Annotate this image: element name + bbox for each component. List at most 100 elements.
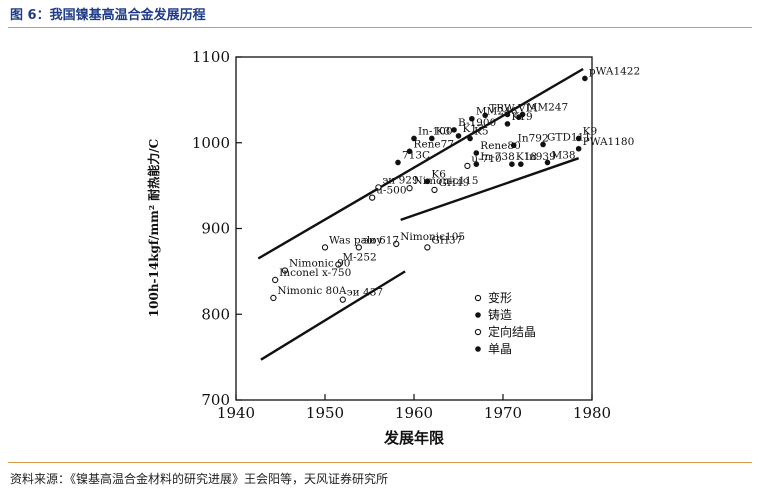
data-point xyxy=(270,294,277,302)
point-label: K17 xyxy=(463,123,484,135)
point-label: M38 xyxy=(552,149,576,161)
legend-marker xyxy=(474,294,482,302)
figure-title: 图 6：我国镍基高温合金发展历程 xyxy=(10,8,206,23)
data-point xyxy=(516,114,522,120)
y-tick-label: 900 xyxy=(201,220,230,238)
data-point xyxy=(406,185,413,192)
y-tick-label: 1100 xyxy=(192,48,230,66)
point-label: In792 xyxy=(518,132,549,144)
point-label: Inconel x-750 xyxy=(279,267,351,279)
data-point xyxy=(272,276,279,284)
data-point xyxy=(431,186,438,194)
data-point xyxy=(339,296,346,303)
point-label: Nimonic 80A xyxy=(277,285,347,297)
point-label: Nimonic115 xyxy=(414,175,479,187)
data-point xyxy=(473,150,480,156)
trend-line xyxy=(257,67,584,260)
data-point xyxy=(504,111,511,118)
y-axis-label: 100h-14kgf/mm² 耐热能力/C xyxy=(146,139,161,317)
point-label: эи 437 xyxy=(347,287,383,299)
legend-label: 变形 xyxy=(488,290,512,305)
point-label: GH49 xyxy=(438,177,469,189)
point-label: K5 xyxy=(474,125,489,137)
data-point xyxy=(510,142,517,149)
point-label: B-1900 xyxy=(458,117,496,129)
data-point xyxy=(544,159,551,166)
data-point xyxy=(321,244,329,251)
data-point xyxy=(451,127,457,133)
top-divider xyxy=(8,27,752,28)
data-point xyxy=(518,161,524,167)
x-axis-label: 发展年限 xyxy=(383,429,444,447)
point-label: Rene80 xyxy=(480,140,520,152)
data-point xyxy=(464,162,471,170)
data-point xyxy=(424,178,431,185)
point-label: GH37 xyxy=(431,234,462,246)
trend-lines-layer xyxy=(257,67,584,361)
data-point xyxy=(582,75,588,82)
data-point xyxy=(281,267,289,274)
data-point xyxy=(369,194,376,201)
point-label: K19 xyxy=(511,111,532,123)
data-point xyxy=(335,261,342,268)
y-tick-label: 1000 xyxy=(192,134,230,152)
point-label: In-100 xyxy=(418,125,453,137)
y-tick-label: 700 xyxy=(201,391,230,409)
point-label: Rene77 xyxy=(414,138,454,150)
x-tick-label: 1940 xyxy=(217,404,255,422)
x-tick-label: 1950 xyxy=(306,404,344,422)
legend-label: 单晶 xyxy=(488,342,512,356)
data-point xyxy=(504,121,511,127)
x-tick-label: 1980 xyxy=(573,404,611,422)
axes-layer: 1940 1950 1960 1970 1980 700 800 900 1000 1100 xyxy=(192,48,611,422)
data-point xyxy=(395,159,401,166)
data-point xyxy=(509,161,515,167)
data-point xyxy=(424,244,431,251)
point-label: Was paloy xyxy=(329,234,383,246)
point-label: K6 xyxy=(431,168,446,180)
point-label: K9 xyxy=(583,125,598,137)
legend-label: 定向结晶 xyxy=(488,324,536,339)
legend-marker xyxy=(475,312,481,318)
point-label: pWA1422 xyxy=(589,65,640,77)
point-label: M-252 xyxy=(342,252,376,264)
point-label: TRW VIA xyxy=(489,102,538,114)
data-point xyxy=(482,112,489,119)
point-label: Nimonic105 xyxy=(400,231,465,243)
source-note: 资料来源：《镍基高温合金材料的研究进展》王会阳等，天风证券研究所 xyxy=(10,472,389,486)
data-point xyxy=(473,161,480,167)
point-label: MM246 xyxy=(476,106,518,118)
point-label: K18 xyxy=(516,151,537,163)
point-label: Nimonic 90 xyxy=(289,258,351,270)
trend-line xyxy=(400,157,580,222)
data-point xyxy=(393,240,400,248)
y-tick-label: 800 xyxy=(201,305,230,323)
data-point xyxy=(575,135,582,142)
data-point xyxy=(469,115,475,122)
data-point xyxy=(540,141,546,148)
point-label: 713C xyxy=(402,149,430,161)
point-label: GTD111 xyxy=(547,131,591,143)
point-label: In939 xyxy=(525,151,556,163)
trend-line xyxy=(260,270,406,361)
x-tick-label: 1970 xyxy=(484,404,522,422)
point-label: u-500 xyxy=(376,185,406,197)
x-tick-label: 1960 xyxy=(395,404,433,422)
point-label: MM247 xyxy=(527,101,569,113)
point-label: In-738 xyxy=(480,151,515,163)
data-point xyxy=(406,148,413,155)
data-point xyxy=(355,244,362,251)
point-label: K3 xyxy=(436,125,451,137)
data-point xyxy=(429,135,435,142)
legend-marker xyxy=(475,346,481,352)
bottom-divider xyxy=(8,462,752,463)
point-label: эи 617 xyxy=(363,234,399,246)
point-label: u-710 xyxy=(471,153,501,165)
data-point xyxy=(455,133,462,139)
data-point xyxy=(411,135,417,142)
data-point xyxy=(575,145,582,152)
point-label: эи 929 xyxy=(382,174,418,186)
points-layer xyxy=(270,75,588,303)
